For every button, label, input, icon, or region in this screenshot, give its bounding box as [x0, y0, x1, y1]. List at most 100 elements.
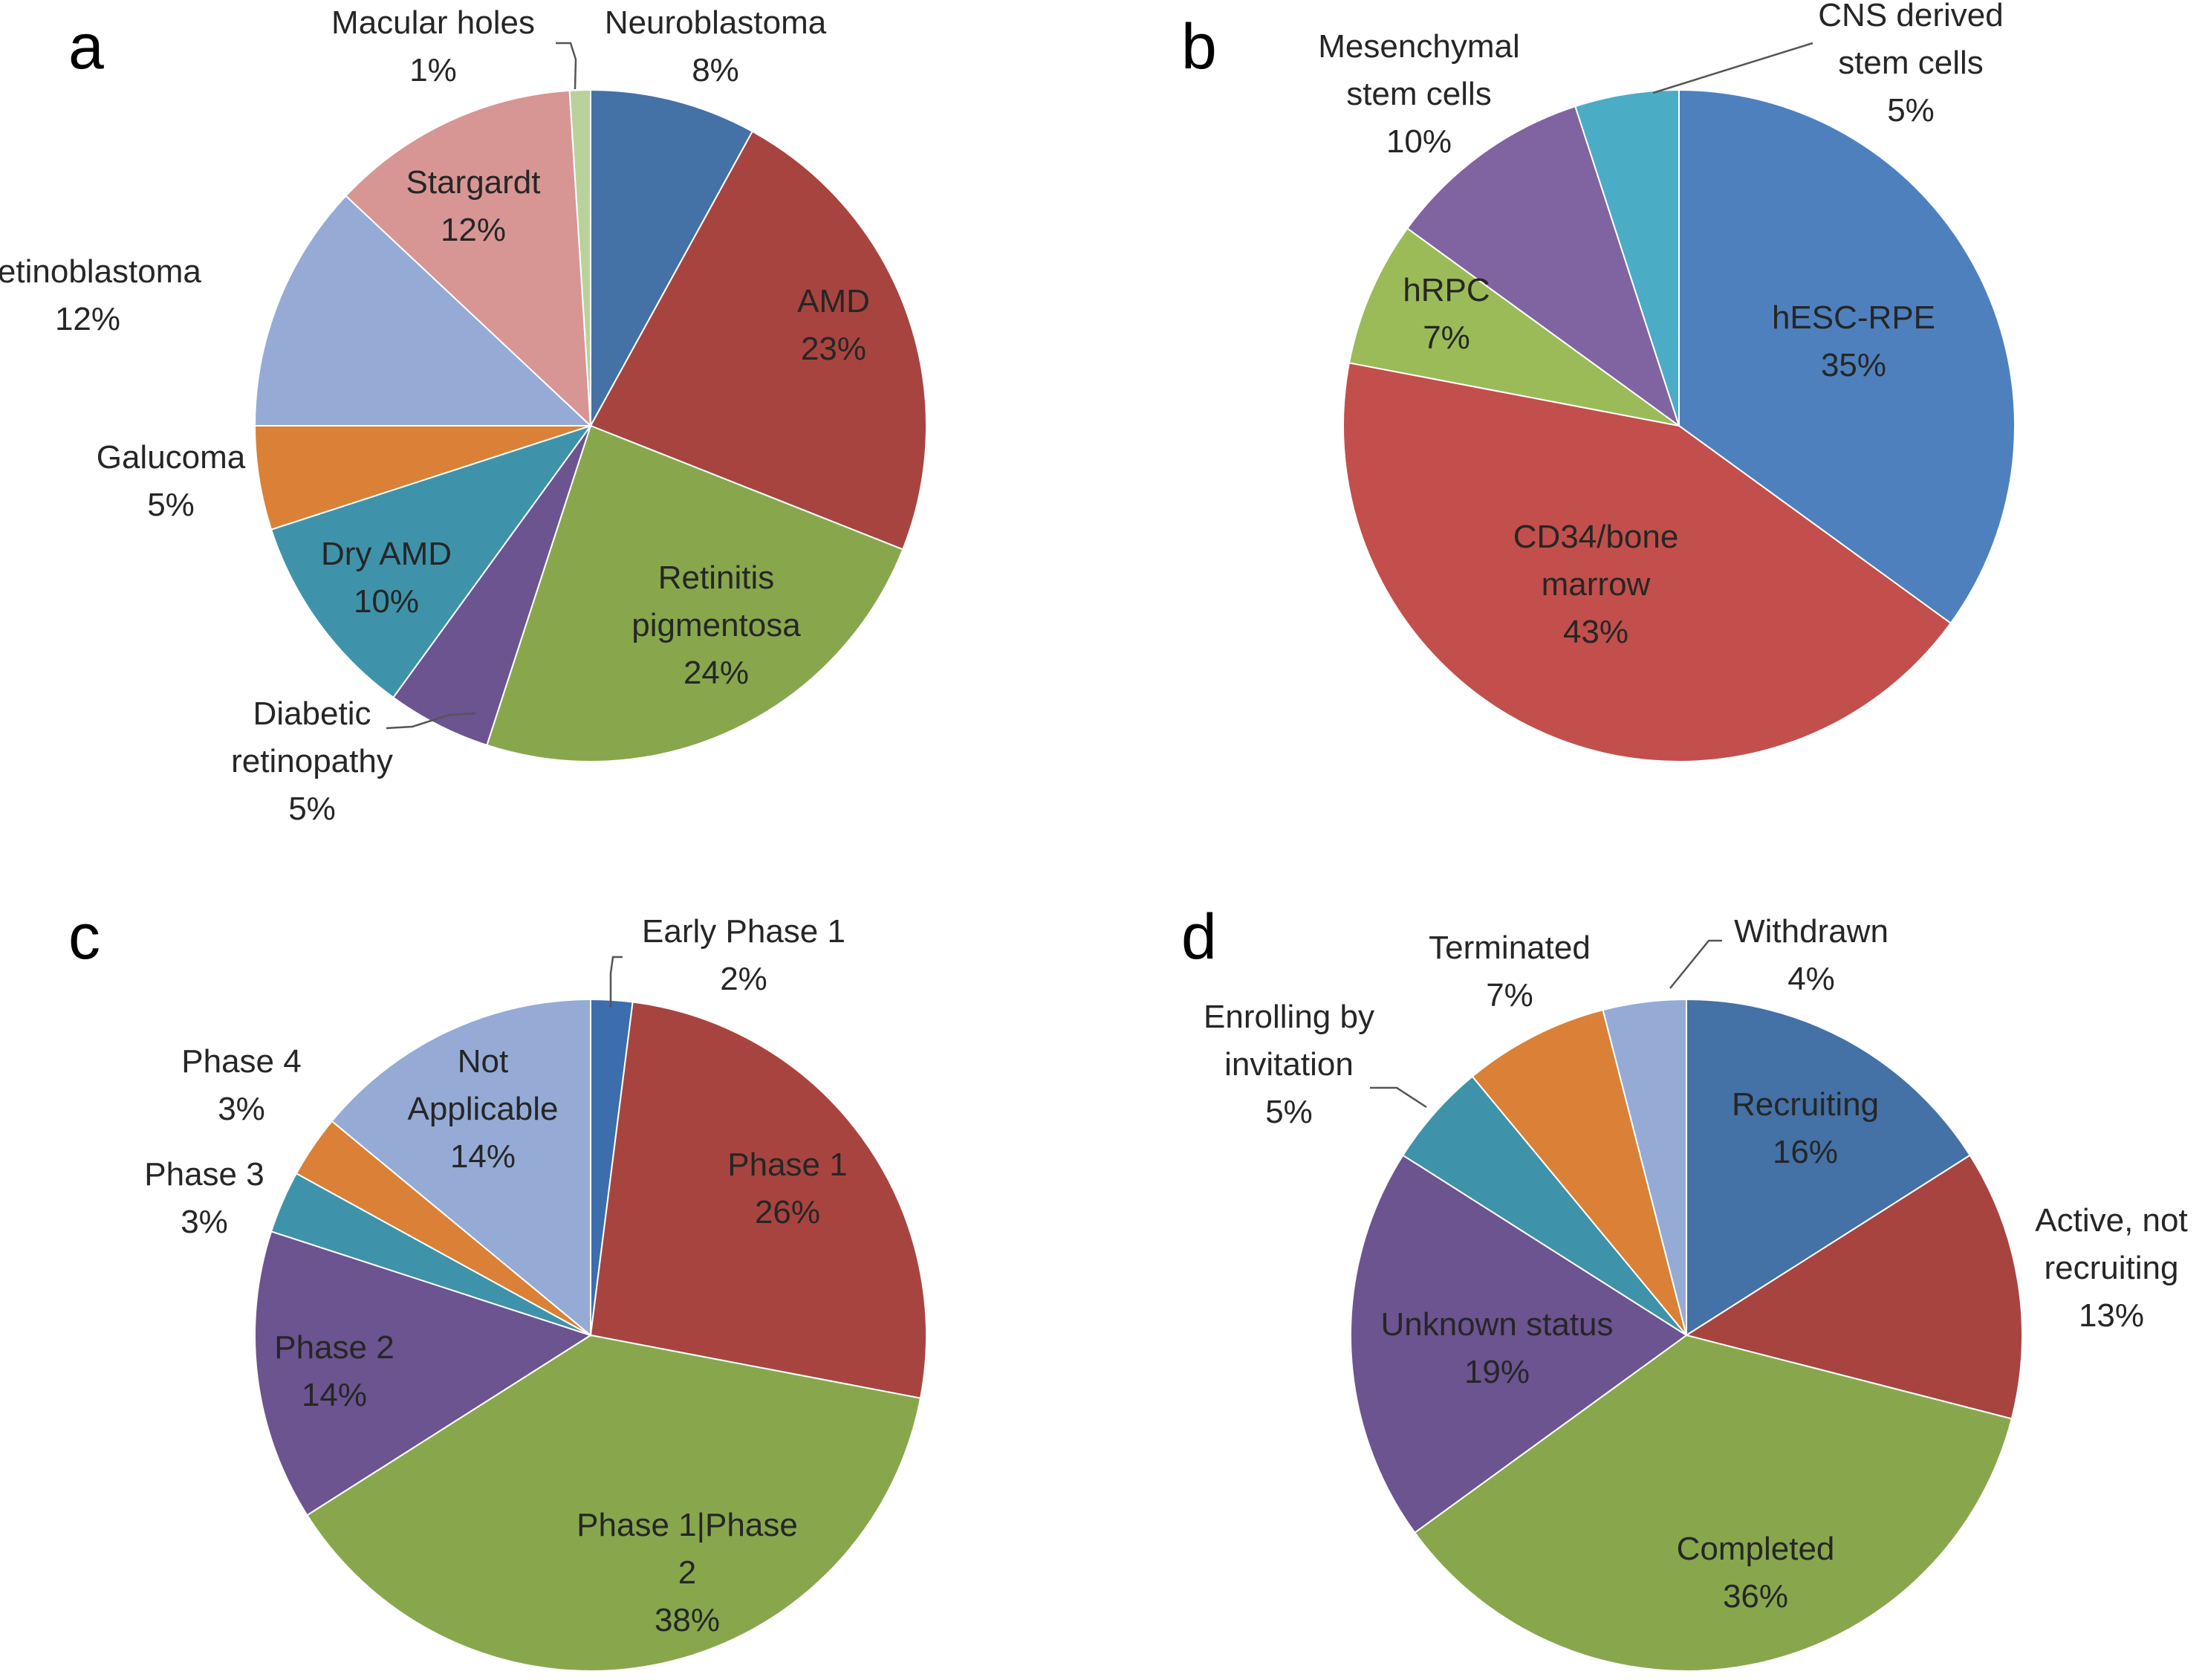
pie-b-label-hesc-rpe: hESC-RPE 35% — [1772, 299, 1935, 383]
pie-a-slice-amd — [589, 130, 927, 551]
pie-c-slice-phase-2 — [254, 1230, 593, 1517]
pie-a-slice-diabetic-retinopathy — [392, 425, 591, 747]
pie-c-label-line: Not — [458, 1043, 508, 1080]
pie-b-label-line: stem cells — [1346, 76, 1492, 112]
pie-a-label-amd: AMD 23% — [797, 283, 870, 367]
pie-b-slice-hrpc — [1348, 227, 1680, 427]
pie-a-label-line: 10% — [354, 583, 419, 620]
pie-a-label-stargardt: Stargardt 12% — [406, 164, 541, 248]
pie-a-label-galucoma: Galucoma 5% — [97, 439, 246, 523]
pie-d-label-enrolling-by-invitation: Enrolling by invitation 5% — [1204, 999, 1374, 1130]
pie-a-label-line: Dry AMD — [321, 536, 452, 572]
pie-a-label-line: 8% — [692, 52, 739, 88]
pie-a-slice-retinitis-pigmentosa — [486, 424, 904, 762]
pie-a-leader-line-macular-holes — [556, 42, 577, 90]
pie-b-slice-mesenchymal-stem-cells — [1406, 105, 1680, 428]
pie-chart-b: hESC-RPE 35% CD34/bone marrow 43% hRPC 7% Mesen… — [1318, 0, 2016, 763]
pie-b-label-line: Mesenchymal — [1318, 28, 1519, 65]
pie-a-label-line: 5% — [288, 791, 336, 827]
pie-d-label-line: Recruiting — [1732, 1086, 1879, 1123]
pie-a-label-retinitis-pigmentosa: Retinitis pigmentosa 24% — [631, 560, 801, 691]
pie-a-label-line: Retinitis — [658, 560, 775, 596]
pie-d-label-line: 5% — [1265, 1094, 1313, 1130]
pie-d-slice-enrolling-by-invitation — [1401, 1075, 1687, 1336]
pie-b-label-cd34-bone-marrow: CD34/bone marrow 43% — [1513, 519, 1679, 650]
pie-c-label-line: 38% — [655, 1602, 720, 1638]
pie-c-label-line: 14% — [450, 1138, 516, 1175]
pie-a-label-dry-amd: Dry AMD 10% — [321, 536, 452, 620]
pie-b-slice-cd34-bone-marrow — [1342, 362, 1952, 763]
pie-d-slice-terminated — [1471, 1008, 1687, 1336]
pie-chart-a: Neuroblastoma 8% AMD 23% Retinitis pigmentosa… — [0, 4, 927, 827]
pie-c-label-early-phase-1: Early Phase 1 2% — [642, 913, 845, 997]
pie-d-label-line: 36% — [1723, 1578, 1788, 1615]
pie-b-label-line: 35% — [1821, 347, 1886, 383]
pie-c-label-line: Phase 4 — [181, 1043, 301, 1080]
pie-a-label-line: 12% — [441, 212, 506, 248]
pie-b-label-line: hESC-RPE — [1772, 299, 1935, 336]
pie-c-label-line: Phase 1|Phase — [577, 1507, 798, 1543]
pie-c-label-line: 3% — [218, 1091, 265, 1127]
pie-d-label-line: invitation — [1224, 1046, 1354, 1083]
pie-a-slice-macular-holes — [568, 88, 591, 427]
pie-a-label-line: 24% — [683, 655, 749, 691]
pie-a-label-line: pigmentosa — [631, 607, 801, 643]
pie-b-slice-cns-derived-stem-cells — [1574, 88, 1680, 427]
pie-b-label-line: 5% — [1887, 92, 1935, 129]
pie-d-label-line: Enrolling by — [1204, 999, 1374, 1035]
pie-a-leader-line-diabetic-retinopathy — [386, 712, 476, 730]
pie-c-label-line: Applicable — [407, 1091, 558, 1127]
pie-d-leader-line-enrolling-by-invitation — [1370, 1086, 1427, 1109]
pie-a-label-line: 12% — [55, 301, 120, 337]
pie-chart-c: Early Phase 1 2% Phase 1 26% Phase 1|Phase 2 3… — [144, 913, 927, 1672]
pie-c-slice-not-applicable — [331, 998, 591, 1337]
pie-chart-d: Recruiting 16% Active, not recruiting 13% Com… — [1204, 913, 2188, 1672]
pie-d-label-unknown-status: Unknown status 19% — [1380, 1306, 1613, 1390]
pie-a-label-retinoblastoma: Retinoblastoma 12% — [0, 253, 201, 337]
pie-c-label-phase-3: Phase 3 3% — [144, 1156, 264, 1240]
pie-d-label-line: 16% — [1773, 1134, 1838, 1170]
pie-b-label-line: hRPC — [1403, 272, 1490, 308]
pie-d-label-line: Unknown status — [1380, 1306, 1613, 1343]
pie-c-label-line: 3% — [181, 1204, 228, 1240]
pie-c-label-line: 2 — [678, 1554, 696, 1591]
pie-d-label-line: 19% — [1464, 1354, 1530, 1390]
pie-a-label-line: retinopathy — [231, 743, 393, 779]
pie-c-label-phase-1: Phase 1 26% — [727, 1147, 847, 1230]
pie-d-label-line: 7% — [1486, 977, 1533, 1013]
pie-d-label-line: 13% — [2079, 1297, 2144, 1334]
pie-d-label-withdrawn: Withdrawn 4% — [1734, 913, 1889, 997]
pie-d-leader-line-withdrawn — [1669, 939, 1722, 989]
pie-a-slice-dry-amd — [270, 424, 593, 699]
panel-letter-b: b — [1181, 11, 1217, 82]
pie-c-slice-phase-1 — [589, 1001, 927, 1399]
pie-a-slice-neuroblastoma — [590, 88, 754, 427]
pie-a-label-line: Diabetic — [253, 695, 371, 732]
pie-d-label-terminated: Terminated 7% — [1429, 930, 1591, 1013]
pie-b-leader-line-cns-derived-stem-cells — [1652, 42, 1813, 94]
pie-a-label-line: 23% — [801, 331, 866, 367]
pie-c-label-line: Phase 3 — [144, 1156, 264, 1193]
pie-d-label-active-not-recruiting: Active, not recruiting 13% — [2035, 1202, 2187, 1334]
pie-a-label-macular-holes: Macular holes 1% — [331, 4, 535, 88]
pie-c-label-line: Phase 1 — [727, 1147, 847, 1183]
pie-b-slice-hesc-rpe — [1678, 88, 2016, 625]
pie-b-label-hrpc: hRPC 7% — [1403, 272, 1490, 356]
pie-b-label-line: marrow — [1542, 566, 1651, 603]
pie-c-label-line: Phase 2 — [274, 1329, 394, 1366]
pie-c-label-line: 26% — [755, 1194, 820, 1230]
pie-d-label-recruiting: Recruiting 16% — [1732, 1086, 1879, 1170]
pie-c-label-phase-4: Phase 4 3% — [181, 1043, 301, 1127]
pie-d-label-line: Active, not — [2035, 1202, 2187, 1239]
pie-b-label-line: 10% — [1386, 123, 1452, 160]
pie-b-label-line: 7% — [1423, 320, 1470, 356]
pie-c-leader-line-early-phase-1 — [609, 956, 623, 1008]
panel-letter-a: a — [68, 11, 104, 82]
pie-d-label-line: recruiting — [2045, 1250, 2179, 1286]
pie-c-label-line: Early Phase 1 — [642, 913, 845, 950]
pie-a-label-line: Neuroblastoma — [605, 4, 827, 41]
pie-a-slice-galucoma — [253, 425, 591, 531]
pie-d-slice-withdrawn — [1602, 998, 1687, 1336]
pie-c-label-line: 2% — [720, 961, 767, 997]
